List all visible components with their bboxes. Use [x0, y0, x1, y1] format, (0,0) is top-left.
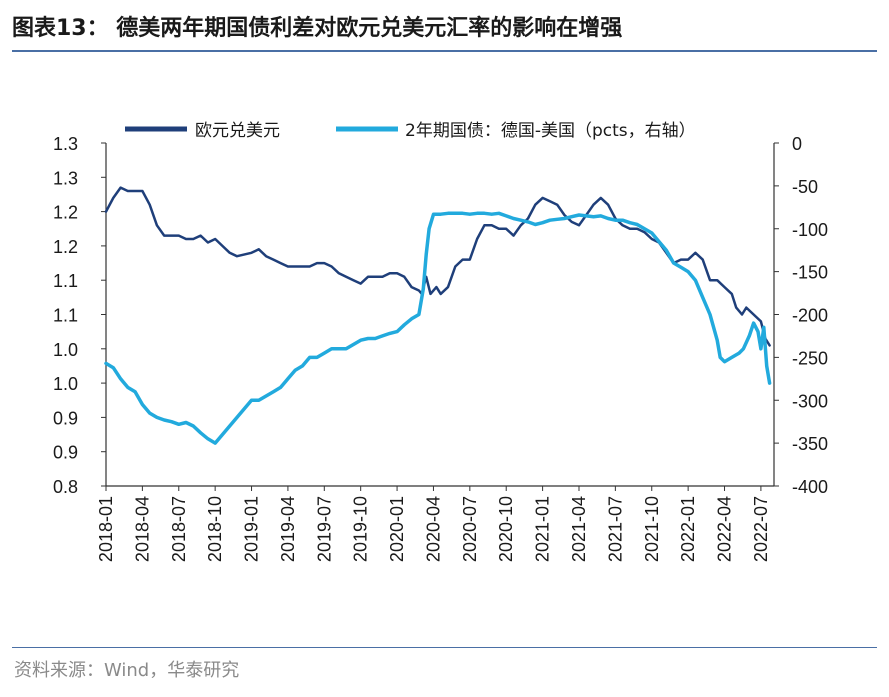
left-tick-label: 0.9 — [53, 443, 78, 463]
left-tick-label: 1.1 — [53, 306, 78, 326]
x-tick-label: 2021-01 — [533, 496, 553, 562]
x-tick-label: 2021-10 — [642, 496, 662, 562]
right-tick-label: -400 — [792, 477, 828, 497]
left-tick-label: 1.2 — [53, 237, 78, 257]
x-tick-label: 2021-07 — [605, 496, 625, 562]
x-tick-label: 2018-07 — [169, 496, 189, 562]
left-tick-label: 0.9 — [53, 408, 78, 428]
chart-legend: 欧元兑美元 2年期国债：德国-美国（pcts，右轴） — [125, 121, 696, 141]
footer-rule — [12, 647, 877, 648]
x-tick-label: 2018-10 — [205, 496, 225, 562]
left-tick-label: 1.2 — [53, 203, 78, 223]
left-tick-label: 1.3 — [53, 168, 78, 188]
legend-label-eurusd: 欧元兑美元 — [195, 121, 280, 141]
left-tick-label: 1.0 — [53, 340, 78, 360]
series-eurusd-line — [104, 186, 771, 347]
left-tick-label: 1.0 — [53, 374, 78, 394]
x-tick-label: 2020-10 — [496, 496, 516, 562]
right-tick-label: 0 — [792, 134, 802, 154]
x-tick-label: 2022-07 — [751, 496, 771, 562]
title-rule — [12, 50, 877, 52]
right-tick-label: -250 — [792, 348, 828, 368]
figure-title: 图表13： 德美两年期国债利差对欧元兑美元汇率的影响在增强 — [12, 16, 623, 41]
x-tick-label: 2020-07 — [460, 496, 480, 562]
legend-label-spread: 2年期国债：德国-美国（pcts，右轴） — [405, 121, 696, 141]
x-tick-label: 2018-01 — [96, 496, 116, 562]
left-tick-label: 0.8 — [53, 477, 78, 497]
x-tick-label: 2019-01 — [242, 496, 262, 562]
x-tick-label: 2021-04 — [569, 496, 589, 562]
x-tick-label: 2020-01 — [387, 496, 407, 562]
x-tick-label: 2022-01 — [678, 496, 698, 562]
x-tick-label: 2020-04 — [423, 496, 443, 562]
x-tick-label: 2022-04 — [715, 496, 735, 562]
left-tick-label: 1.3 — [53, 134, 78, 154]
right-tick-label: -300 — [792, 391, 828, 411]
chart-series-layer — [104, 186, 772, 445]
left-tick-label: 1.1 — [53, 271, 78, 291]
x-tick-label: 2018-04 — [132, 496, 152, 562]
series-bund-ust-spread-line — [104, 211, 772, 445]
right-tick-label: -150 — [792, 263, 828, 283]
source-note: 资料来源：Wind，华泰研究 — [14, 660, 240, 681]
x-tick-label: 2019-10 — [351, 496, 371, 562]
right-tick-label: -200 — [792, 306, 828, 326]
x-tick-label: 2019-07 — [314, 496, 334, 562]
right-tick-label: -100 — [792, 220, 828, 240]
chart-axes: 1.3 1.3 1.2 1.2 1.1 1.1 1.0 1.0 0.9 0.9 0.8 0 -50 -10… — [53, 134, 828, 562]
x-tick-label: 2019-04 — [278, 496, 298, 562]
right-tick-label: -350 — [792, 434, 828, 454]
right-tick-label: -50 — [792, 177, 818, 197]
